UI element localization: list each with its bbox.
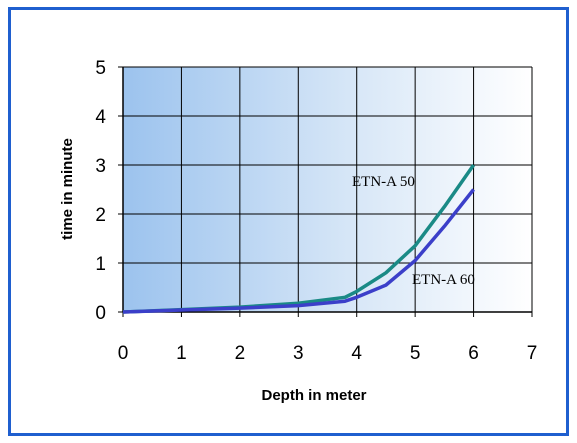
series-label-etn-a-50: ETN-A 50 bbox=[352, 174, 415, 190]
x-tick-label: 1 bbox=[176, 343, 187, 364]
y-tick-label: 1 bbox=[95, 254, 106, 275]
x-tick-label: 3 bbox=[293, 343, 304, 364]
x-tick-label: 6 bbox=[468, 343, 479, 364]
y-tick-labels: 0 1 2 3 4 5 bbox=[95, 58, 106, 324]
x-axis-label: Depth in meter bbox=[261, 387, 366, 404]
x-tick-label: 0 bbox=[118, 343, 129, 364]
y-tick-label: 5 bbox=[95, 58, 106, 79]
x-tick-label: 7 bbox=[527, 343, 538, 364]
y-tick-label: 0 bbox=[95, 303, 106, 324]
x-tick-label: 4 bbox=[351, 343, 362, 364]
series-label-etn-a-60: ETN-A 60 bbox=[412, 272, 475, 288]
y-tick-label: 3 bbox=[95, 156, 106, 177]
x-tick-label: 5 bbox=[410, 343, 421, 364]
series-line-etn-a-60 bbox=[122, 188, 475, 314]
y-tick-label: 2 bbox=[95, 205, 106, 226]
x-tick-labels: 0 1 2 3 4 5 6 7 bbox=[118, 343, 538, 364]
series-lines bbox=[122, 163, 476, 314]
x-tick-label: 2 bbox=[235, 343, 246, 364]
y-tick-label: 4 bbox=[95, 107, 106, 128]
axes bbox=[118, 66, 533, 317]
y-axis-label: time in minute bbox=[59, 138, 76, 240]
plot-area bbox=[123, 67, 532, 312]
